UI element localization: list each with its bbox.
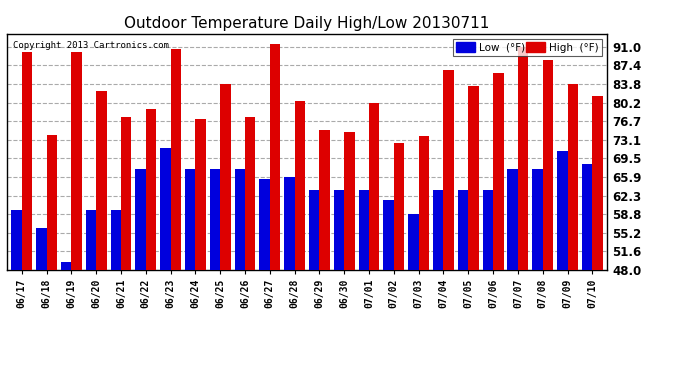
- Bar: [493, 73, 504, 270]
- Bar: [532, 169, 543, 270]
- Bar: [507, 169, 518, 270]
- Bar: [334, 189, 344, 270]
- Bar: [309, 189, 319, 270]
- Bar: [384, 200, 394, 270]
- Bar: [557, 151, 567, 270]
- Bar: [270, 44, 280, 270]
- Bar: [419, 136, 429, 270]
- Bar: [444, 70, 454, 270]
- Bar: [518, 47, 529, 270]
- Bar: [433, 189, 444, 270]
- Bar: [543, 60, 553, 270]
- Bar: [146, 109, 156, 270]
- Bar: [408, 214, 419, 270]
- Bar: [235, 169, 245, 270]
- Bar: [344, 132, 355, 270]
- Bar: [61, 262, 71, 270]
- Bar: [47, 135, 57, 270]
- Bar: [135, 169, 146, 270]
- Bar: [245, 117, 255, 270]
- Title: Outdoor Temperature Daily High/Low 20130711: Outdoor Temperature Daily High/Low 20130…: [124, 16, 490, 31]
- Bar: [469, 86, 479, 270]
- Bar: [220, 84, 230, 270]
- Bar: [369, 103, 380, 270]
- Bar: [394, 143, 404, 270]
- Legend: Low  (°F), High  (°F): Low (°F), High (°F): [453, 39, 602, 56]
- Bar: [185, 169, 195, 270]
- Text: Copyright 2013 Cartronics.com: Copyright 2013 Cartronics.com: [13, 41, 169, 50]
- Bar: [319, 130, 330, 270]
- Bar: [567, 84, 578, 270]
- Bar: [295, 101, 305, 270]
- Bar: [11, 210, 22, 270]
- Bar: [483, 189, 493, 270]
- Bar: [36, 228, 47, 270]
- Bar: [160, 148, 170, 270]
- Bar: [210, 169, 220, 270]
- Bar: [110, 210, 121, 270]
- Bar: [582, 164, 592, 270]
- Bar: [458, 189, 469, 270]
- Bar: [170, 50, 181, 270]
- Bar: [96, 91, 107, 270]
- Bar: [195, 119, 206, 270]
- Bar: [71, 52, 82, 270]
- Bar: [359, 189, 369, 270]
- Bar: [121, 117, 131, 270]
- Bar: [592, 96, 603, 270]
- Bar: [259, 179, 270, 270]
- Bar: [86, 210, 96, 270]
- Bar: [284, 177, 295, 270]
- Bar: [22, 52, 32, 270]
